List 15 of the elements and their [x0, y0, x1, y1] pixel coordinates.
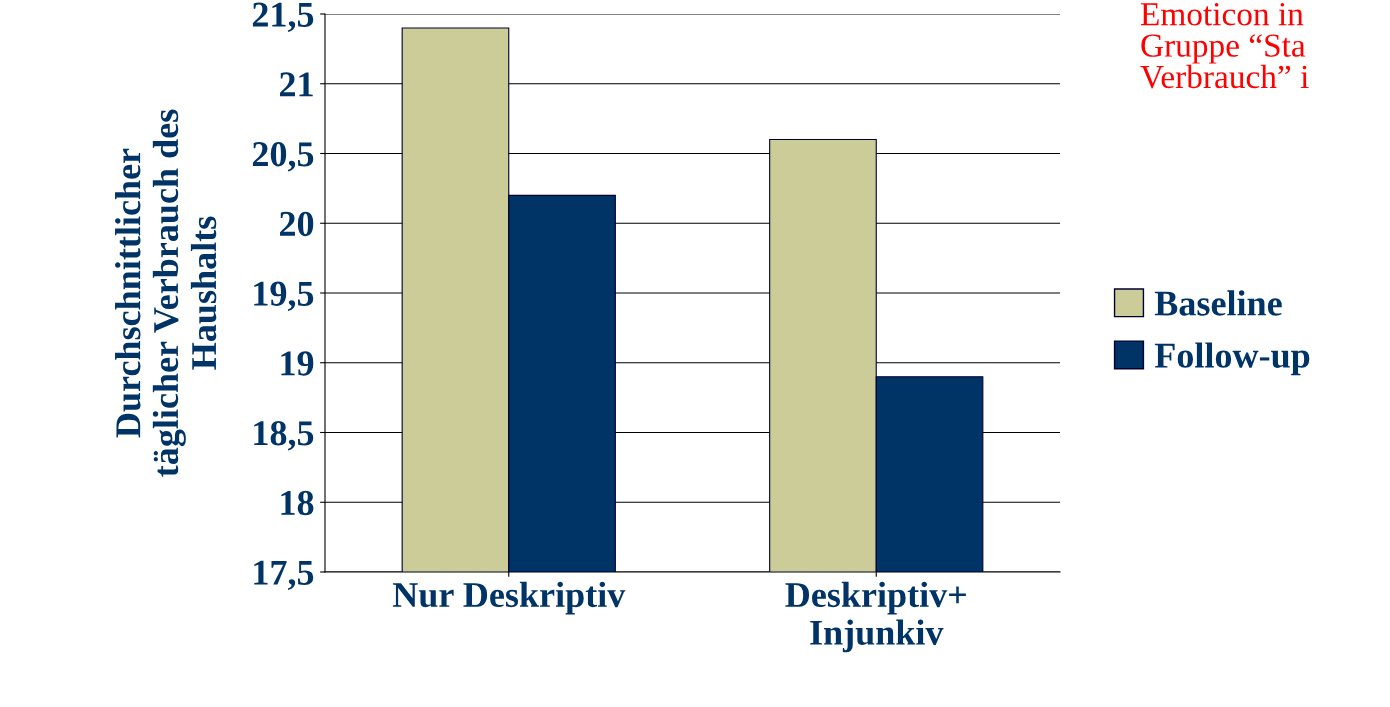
legend-label: Baseline [1154, 290, 1282, 316]
x-tick-label: Nur Deskriptiv [392, 581, 626, 615]
y-tick-label: 17,5 [254, 560, 314, 591]
y-tick-label: 18 [281, 490, 314, 516]
y-tick-label: 21 [279, 72, 313, 97]
y-tick-label: 20,5 [252, 142, 314, 172]
y-tick-label: 19,5 [254, 281, 314, 312]
text: Emoticon in Gruppe “Sta Verbrauch” i [1140, 3, 1309, 89]
y-tick-label: 19 [281, 351, 314, 376]
legend-label: Follow-up [1154, 342, 1310, 376]
y-tick-label: 20 [279, 211, 314, 237]
y-tick-label: 21,5 [252, 2, 314, 33]
x-tick-label: Deskriptiv+ Injunkiv [785, 581, 966, 653]
y-axis-title: Durchschnittlicher täglicher Verbrauch des Haushalts [115, 109, 217, 477]
y-tick-label: 18,5 [254, 421, 314, 451]
